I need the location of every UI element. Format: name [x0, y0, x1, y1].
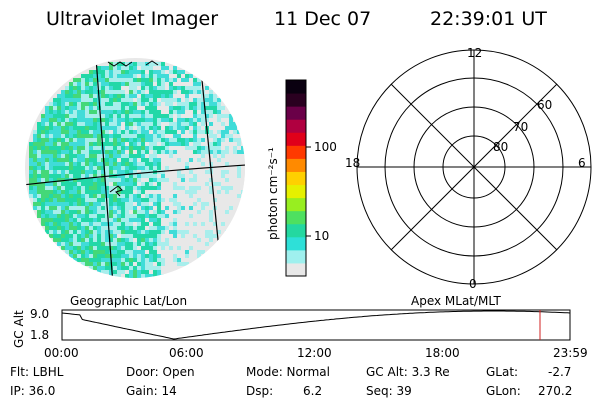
- colorbar-label-100: 100: [314, 140, 337, 154]
- uv-image-disk: [25, 58, 245, 278]
- timeline-xtick: 18:00: [425, 346, 460, 360]
- door-status: Door: Open: [126, 365, 195, 379]
- uv-pixel-field: [29, 62, 245, 278]
- parallel-line: [25, 164, 245, 186]
- mlt-label-0: 0: [469, 277, 477, 291]
- filter-status: Flt: LBHL: [10, 365, 64, 379]
- colorbar-segment: [286, 236, 306, 251]
- geographic-caption: Geographic Lat/Lon: [70, 294, 188, 308]
- ip-status: IP: 36.0: [10, 384, 56, 398]
- date-label: 11 Dec 07: [274, 8, 372, 30]
- glat-value: -2.7: [548, 365, 572, 379]
- color-scale-bar: [286, 80, 306, 277]
- glat-label: GLat:: [486, 365, 519, 379]
- seq-status: Seq: 39: [366, 384, 412, 398]
- instrument-title: Ultraviolet Imager: [46, 8, 219, 30]
- altitude-timeline: [61, 309, 571, 341]
- colorbar-segment: [286, 249, 306, 264]
- glon-value: 270.2: [538, 384, 573, 398]
- colorbar-unit-label: photon cm⁻²s⁻¹: [266, 147, 280, 240]
- colorbar-frame: [285, 79, 307, 277]
- colorbar-segment: [286, 197, 306, 212]
- meridian-line: [95, 58, 114, 278]
- colorbar-segment: [286, 262, 306, 277]
- dsp-label: Dsp:: [246, 384, 274, 398]
- colorbar-label-10: 10: [314, 229, 330, 243]
- mode-status: Mode: Normal: [246, 365, 330, 379]
- timeline-ylabel: GC Alt: [12, 310, 26, 348]
- colorbar-segment: [286, 119, 306, 133]
- colorbar-segment: [286, 223, 306, 238]
- coastline-fragment: [107, 60, 159, 67]
- apex-caption: Apex MLat/MLT: [411, 294, 501, 308]
- colorbar-segment: [286, 132, 306, 146]
- timeline-ytick-min: 1.8: [30, 328, 50, 342]
- mlat-label-80: 80: [493, 140, 509, 154]
- mlt-label-18: 18: [345, 156, 361, 170]
- timeline-frame: [61, 309, 571, 341]
- colorbar-segment: [286, 106, 306, 120]
- colorbar-segment: [286, 93, 306, 107]
- timeline-xtick: 06:00: [169, 346, 204, 360]
- time-label: 22:39:01 UT: [430, 8, 547, 30]
- colorbar-segment: [286, 184, 306, 199]
- altitude-curve: [61, 310, 571, 340]
- dsp-value: 6.2: [303, 384, 323, 398]
- timeline-ytick-max: 9.0: [30, 307, 50, 321]
- timeline-xtick: 00:00: [44, 346, 79, 360]
- geo-grid: [25, 58, 245, 278]
- colorbar-segment: [286, 210, 306, 225]
- timeline-xtick: 12:00: [297, 346, 332, 360]
- colorbar-segment: [286, 145, 306, 159]
- polar-diagonal: [390, 83, 558, 251]
- colorbar-segment: [286, 171, 306, 186]
- glon-label: GLon:: [486, 384, 521, 398]
- gain-status: Gain: 14: [126, 384, 177, 398]
- mlt-label-12: 12: [467, 46, 483, 60]
- polar-plot: [356, 49, 592, 285]
- colorbar-segment: [286, 158, 306, 172]
- mlt-label-6: 6: [578, 156, 586, 170]
- meridian-line: [201, 79, 222, 271]
- mlat-label-60: 60: [537, 98, 553, 112]
- mlat-label-70: 70: [513, 120, 529, 134]
- gc-alt-status: GC Alt: 3.3 Re: [366, 365, 450, 379]
- timeline-xtick: 23:59: [553, 346, 588, 360]
- colorbar-segment: [286, 80, 306, 94]
- coastline-fragment: [109, 185, 123, 197]
